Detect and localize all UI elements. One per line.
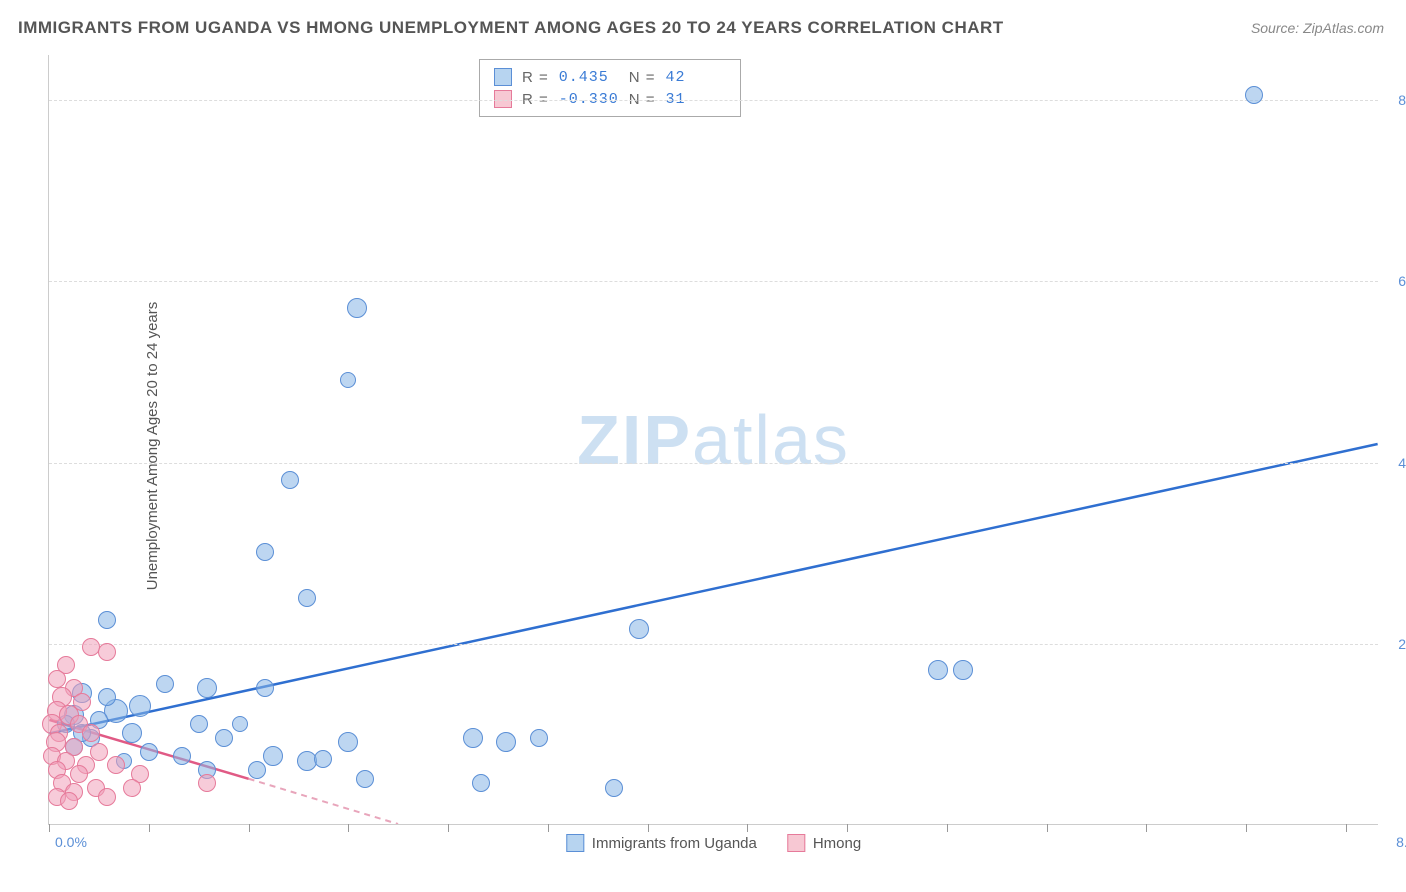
scatter-point-uganda — [263, 746, 283, 766]
scatter-point-uganda — [156, 675, 174, 693]
x-tick — [1346, 824, 1347, 832]
scatter-point-hmong — [82, 638, 100, 656]
scatter-point-hmong — [82, 724, 100, 742]
grid-line — [49, 281, 1378, 282]
scatter-point-hmong — [90, 743, 108, 761]
x-tick — [249, 824, 250, 832]
correlation-legend: R = 0.435 N = 42 R = -0.330 N = 31 — [479, 59, 741, 117]
scatter-point-uganda — [605, 779, 623, 797]
x-tick — [49, 824, 50, 832]
trend-lines — [49, 55, 1378, 824]
scatter-point-uganda — [928, 660, 948, 680]
chart-container: IMMIGRANTS FROM UGANDA VS HMONG UNEMPLOY… — [0, 0, 1406, 892]
scatter-point-uganda — [530, 729, 548, 747]
scatter-point-uganda — [248, 761, 266, 779]
n-label: N = — [629, 91, 656, 108]
grid-line — [49, 644, 1378, 645]
plot-area: ZIPatlas R = 0.435 N = 42 R = -0.330 N =… — [48, 55, 1378, 825]
x-tick-min: 0.0% — [55, 834, 87, 850]
scatter-point-uganda — [463, 728, 483, 748]
r-value-hmong: -0.330 — [559, 91, 619, 108]
x-tick — [348, 824, 349, 832]
scatter-point-uganda — [340, 372, 356, 388]
scatter-point-uganda — [190, 715, 208, 733]
scatter-point-hmong — [198, 774, 216, 792]
r-label: R = — [522, 69, 549, 86]
scatter-point-uganda — [173, 747, 191, 765]
source-attribution: Source: ZipAtlas.com — [1251, 20, 1384, 36]
legend-item-uganda: Immigrants from Uganda — [566, 834, 757, 852]
x-tick — [448, 824, 449, 832]
x-tick — [747, 824, 748, 832]
x-tick — [1146, 824, 1147, 832]
n-label: N = — [629, 69, 656, 86]
watermark-atlas: atlas — [692, 401, 850, 479]
scatter-point-uganda — [129, 695, 151, 717]
x-tick — [947, 824, 948, 832]
source-label: Source: — [1251, 20, 1299, 36]
swatch-pink-icon — [787, 834, 805, 852]
scatter-point-uganda — [140, 743, 158, 761]
swatch-blue-icon — [494, 68, 512, 86]
scatter-point-hmong — [48, 670, 66, 688]
scatter-point-uganda — [953, 660, 973, 680]
scatter-point-hmong — [98, 788, 116, 806]
r-label: R = — [522, 91, 549, 108]
scatter-point-hmong — [107, 756, 125, 774]
y-tick-label: 40.0% — [1398, 455, 1406, 471]
x-tick — [847, 824, 848, 832]
x-tick — [548, 824, 549, 832]
scatter-point-hmong — [70, 765, 88, 783]
scatter-point-uganda — [281, 471, 299, 489]
scatter-point-uganda — [314, 750, 332, 768]
chart-title: IMMIGRANTS FROM UGANDA VS HMONG UNEMPLOY… — [18, 18, 1004, 38]
scatter-point-uganda — [197, 678, 217, 698]
source-name: ZipAtlas.com — [1303, 20, 1384, 36]
scatter-point-uganda — [629, 619, 649, 639]
legend-label-uganda: Immigrants from Uganda — [592, 835, 757, 852]
x-tick — [648, 824, 649, 832]
scatter-point-uganda — [232, 716, 248, 732]
n-value-uganda: 42 — [666, 69, 726, 86]
swatch-blue-icon — [566, 834, 584, 852]
watermark: ZIPatlas — [577, 400, 850, 480]
correlation-row-hmong: R = -0.330 N = 31 — [494, 88, 726, 110]
scatter-point-uganda — [356, 770, 374, 788]
scatter-point-uganda — [298, 589, 316, 607]
scatter-point-uganda — [98, 688, 116, 706]
scatter-point-uganda — [98, 611, 116, 629]
scatter-point-uganda — [215, 729, 233, 747]
grid-line — [49, 463, 1378, 464]
legend-item-hmong: Hmong — [787, 834, 861, 852]
scatter-point-hmong — [123, 779, 141, 797]
r-value-uganda: 0.435 — [559, 69, 619, 86]
correlation-row-uganda: R = 0.435 N = 42 — [494, 66, 726, 88]
scatter-point-uganda — [122, 723, 142, 743]
y-tick-label: 20.0% — [1398, 636, 1406, 652]
x-tick — [149, 824, 150, 832]
scatter-point-uganda — [256, 679, 274, 697]
scatter-point-uganda — [338, 732, 358, 752]
scatter-point-uganda — [1245, 86, 1263, 104]
watermark-zip: ZIP — [577, 401, 692, 479]
scatter-point-uganda — [496, 732, 516, 752]
scatter-point-hmong — [98, 643, 116, 661]
scatter-point-uganda — [472, 774, 490, 792]
grid-line — [49, 100, 1378, 101]
x-tick-max: 8.0% — [1396, 834, 1406, 850]
swatch-pink-icon — [494, 90, 512, 108]
legend-label-hmong: Hmong — [813, 835, 861, 852]
y-tick-label: 60.0% — [1398, 273, 1406, 289]
n-value-hmong: 31 — [666, 91, 726, 108]
x-tick — [1047, 824, 1048, 832]
x-tick — [1246, 824, 1247, 832]
scatter-point-uganda — [256, 543, 274, 561]
series-legend: Immigrants from Uganda Hmong — [566, 834, 861, 852]
y-tick-label: 80.0% — [1398, 92, 1406, 108]
scatter-point-hmong — [60, 792, 78, 810]
scatter-point-uganda — [347, 298, 367, 318]
